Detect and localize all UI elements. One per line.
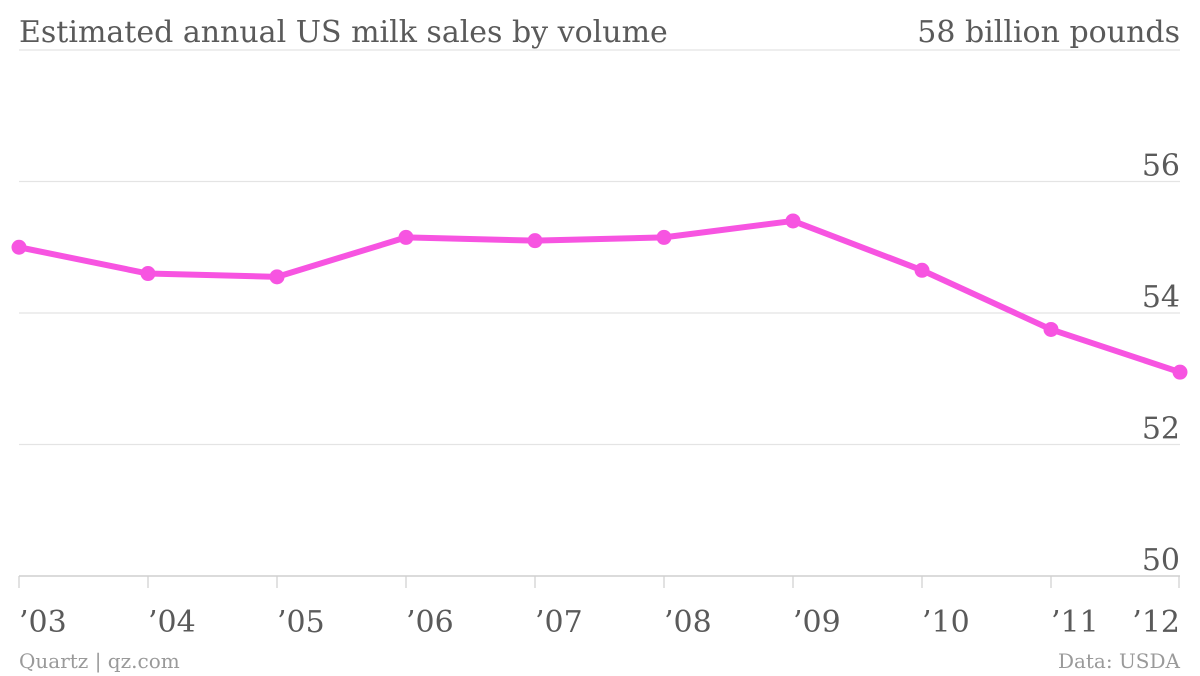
data-point <box>656 229 672 245</box>
y-tick-label: 54 <box>1142 280 1180 315</box>
data-point <box>269 269 285 285</box>
x-tick-label: ’11 <box>1051 605 1099 640</box>
data-point <box>11 239 27 255</box>
data-point <box>398 229 414 245</box>
x-tick-label: ’10 <box>922 605 970 640</box>
y-axis-ticks: 50 52 54 56 <box>1142 149 1180 579</box>
x-tick-label: ’09 <box>793 605 841 640</box>
x-tick-label: ’06 <box>406 605 454 640</box>
y-tick-label: 56 <box>1142 149 1180 184</box>
data-point <box>1172 364 1188 380</box>
x-tick-label: ’03 <box>19 605 67 640</box>
data-point <box>1043 321 1059 337</box>
x-tick-label: ’05 <box>277 605 325 640</box>
data-point <box>785 213 801 229</box>
y-tick-label: 52 <box>1142 412 1180 447</box>
x-tick-label: ’07 <box>535 605 583 640</box>
data-point <box>914 262 930 278</box>
y-tick-label: 50 <box>1142 543 1180 578</box>
series-milk-sales <box>11 213 1188 380</box>
data-source: Data: USDA <box>1058 649 1181 673</box>
gridlines <box>19 49 1180 577</box>
chart-top-label: 58 billion pounds <box>917 15 1180 50</box>
data-point <box>527 233 543 249</box>
x-tick-label: ’04 <box>148 605 196 640</box>
chart-title: Estimated annual US milk sales by volume <box>19 15 668 50</box>
x-tick-label: ’12 <box>1132 605 1180 640</box>
series-line <box>16 217 1183 376</box>
x-axis-ticks: ’03 ’04 ’05 ’06 ’07 ’08 ’09 ’10 ’11 ’12 <box>18 576 1180 640</box>
x-tick-label: ’08 <box>664 605 712 640</box>
source-credit: Quartz | qz.com <box>19 649 180 674</box>
data-point <box>140 266 156 282</box>
